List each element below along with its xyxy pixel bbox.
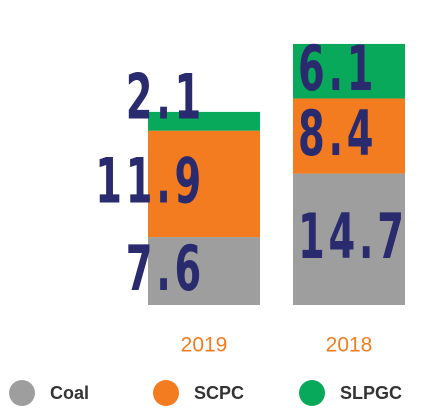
- legend-marker: [299, 380, 325, 406]
- legend-label: Coal: [50, 383, 89, 403]
- bar-segment: [293, 173, 405, 305]
- category-label: 2019: [181, 334, 228, 357]
- value-label: 2.1: [126, 62, 205, 134]
- bar-segment: [148, 237, 260, 305]
- value-label-group: 7.6: [126, 233, 205, 305]
- value-label: 8.4: [298, 98, 377, 170]
- value-label: 11.9: [95, 146, 205, 218]
- bar-segment: [293, 43, 405, 99]
- value-label-group: 11.9: [95, 146, 205, 218]
- value-label-group: 2.1: [126, 62, 205, 134]
- value-label-group: 8.4: [298, 98, 377, 170]
- bar-segment: [148, 130, 260, 238]
- legend-label: SLPGC: [340, 383, 402, 403]
- value-label-group: 6.1: [298, 34, 377, 106]
- value-label: 7.6: [126, 233, 205, 305]
- value-label: 14.7: [298, 202, 408, 274]
- bar-segment: [293, 98, 405, 174]
- legend-label: SCPC: [194, 383, 244, 403]
- legend-marker: [153, 380, 179, 406]
- value-label-group: 14.7: [298, 202, 408, 274]
- value-label: 6.1: [298, 34, 377, 106]
- legend-marker: [9, 380, 35, 406]
- category-label: 2018: [326, 334, 373, 357]
- bar-segment: [148, 111, 260, 131]
